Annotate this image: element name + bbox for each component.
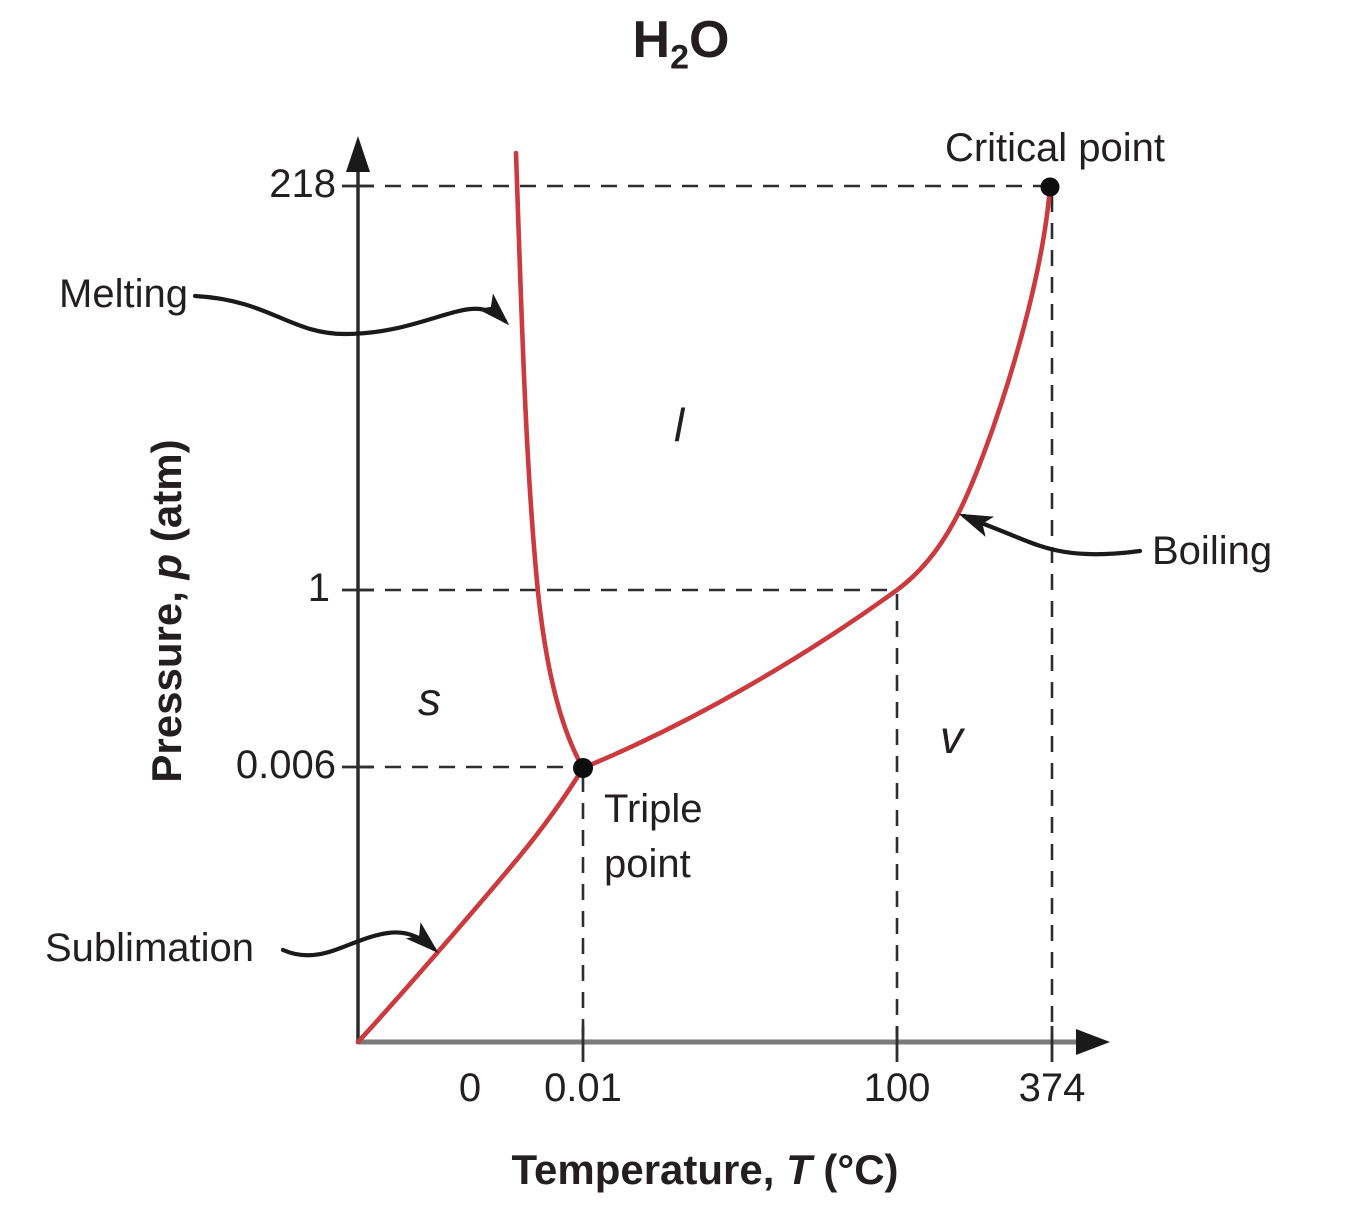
y-axis-title-suffix: (atm) <box>143 439 190 554</box>
x-tick-label-001: 0.01 <box>544 1066 622 1110</box>
title-o: O <box>689 11 730 69</box>
critical-point-marker <box>1040 177 1060 197</box>
critical-point-label: Critical point <box>944 126 1166 170</box>
chart-title: H2O <box>0 10 1362 77</box>
sublimation-curve <box>355 765 586 1045</box>
sublimation-label: Sublimation <box>45 926 255 970</box>
y-axis-title-symbol: p <box>143 553 190 580</box>
x-tick-label-374: 374 <box>1018 1066 1086 1110</box>
region-label-liquid: l <box>674 399 685 451</box>
triple-point-marker <box>573 758 593 778</box>
y-tick-label-0006: 0.006 <box>235 743 336 787</box>
x-axis-title-suffix: (°C) <box>811 1146 899 1193</box>
x-axis-arrow-icon <box>1076 1029 1110 1055</box>
title-h: H <box>632 11 671 69</box>
x-tick-label-0: 0 <box>458 1066 482 1110</box>
tick-marks <box>342 184 1054 1062</box>
title-sub: 2 <box>670 38 690 77</box>
y-tick-label-1: 1 <box>307 566 330 610</box>
triple-point-label-line1: Triple <box>604 787 703 831</box>
y-tick-label-218: 218 <box>269 162 336 206</box>
melting-curve <box>513 150 586 771</box>
region-label-solid: s <box>418 673 441 725</box>
x-axis-title-prefix: Temperature, <box>511 1146 787 1193</box>
boiling-arrow-icon <box>958 513 1143 557</box>
y-axis-arrow-icon <box>346 136 370 172</box>
melting-arrow-icon <box>192 293 510 337</box>
boiling-label: Boiling <box>1152 529 1273 573</box>
x-axis-title-symbol: T <box>786 1146 812 1193</box>
region-label-vapor: v <box>940 711 963 763</box>
x-axis-title: Temperature, T (°C) <box>455 1146 955 1194</box>
y-axis-title: Pressure, p (atm) <box>143 361 197 861</box>
leader-arrows <box>192 293 1143 958</box>
sublimation-arrow-icon <box>280 922 439 958</box>
boiling-curve <box>580 184 1053 771</box>
triple-point-label-line2: point <box>604 842 691 886</box>
x-tick-label-100: 100 <box>863 1066 931 1110</box>
phase-boundaries <box>355 150 1053 1045</box>
melting-label: Melting <box>59 272 188 316</box>
triple-point-label: Triple point <box>604 782 703 892</box>
y-axis-title-prefix: Pressure, <box>143 579 190 783</box>
dashed-guides <box>358 184 1054 1040</box>
